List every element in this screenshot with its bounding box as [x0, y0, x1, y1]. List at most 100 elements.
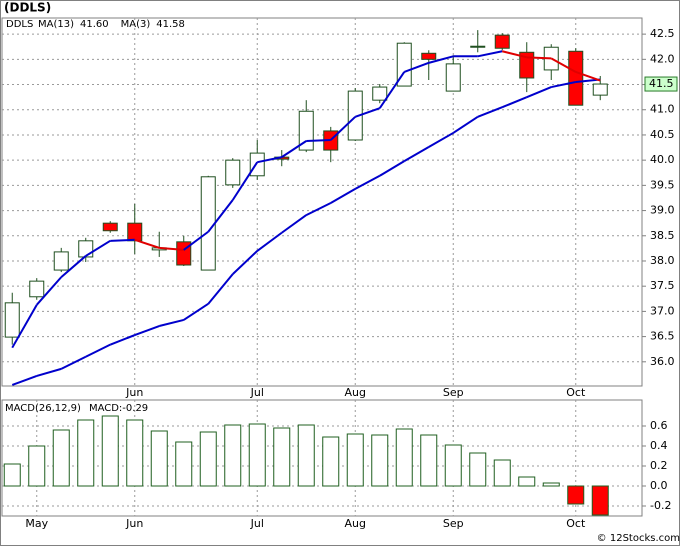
- macd-bar: [469, 452, 487, 487]
- ma-line: [134, 238, 160, 249]
- y-tick-label: 0.6: [650, 419, 668, 432]
- plot-frame: [1, 399, 643, 517]
- macd-bar: [444, 444, 462, 487]
- ma-line: [183, 302, 209, 321]
- ma-line: [306, 138, 331, 143]
- ma-line: [550, 57, 577, 73]
- last-price-box: [644, 76, 678, 92]
- ma-line: [403, 146, 430, 163]
- ma-line: [477, 50, 503, 58]
- legend-name: MA(3): [121, 19, 151, 30]
- x-tick-label: Jun: [125, 517, 143, 530]
- x-tick-label: Jul: [250, 386, 264, 399]
- x-tick-label: Aug: [345, 517, 366, 530]
- candle-body: [519, 51, 535, 79]
- candle-body: [445, 63, 461, 92]
- macd-bar: [273, 427, 291, 487]
- ma-line: [354, 174, 381, 190]
- x-tick-label: Sep: [443, 386, 464, 399]
- candle-body: [53, 251, 69, 271]
- ma-line: [36, 276, 62, 306]
- macd-bar: [224, 424, 242, 487]
- legend-value: 41.58: [156, 19, 185, 30]
- macd-bar: [126, 419, 144, 487]
- ma-line: [60, 255, 87, 278]
- candle-body: [568, 50, 584, 106]
- ma-line: [501, 96, 528, 109]
- legend-value: MACD:-0.29: [89, 403, 148, 414]
- candle-body: [421, 52, 437, 60]
- y-tick-label: -0.2: [650, 499, 671, 512]
- macd-bar: [420, 434, 438, 487]
- ma-line: [36, 367, 62, 377]
- candle-body: [102, 222, 118, 232]
- ma-line: [281, 140, 307, 158]
- y-tick-label: 41.0: [650, 103, 675, 116]
- last-price-label: 41.5: [649, 77, 674, 90]
- ma-line: [551, 81, 576, 89]
- macd-bar: [248, 423, 266, 487]
- y-tick-label: 36.5: [650, 330, 675, 343]
- macd-bar: [493, 459, 511, 487]
- ma-line: [452, 115, 479, 134]
- candle-body: [470, 45, 486, 48]
- macd-bar: [371, 434, 389, 487]
- ma-line: [134, 325, 160, 337]
- ma-line: [60, 355, 87, 370]
- ma-line: [207, 273, 234, 305]
- legend-value: 41.60: [80, 19, 109, 30]
- ma-line: [379, 160, 405, 177]
- ma-line: [305, 202, 332, 217]
- candle-body: [29, 280, 45, 298]
- y-tick-label: 37.5: [650, 279, 675, 292]
- ma-line: [231, 161, 259, 201]
- ma-line: [330, 188, 356, 204]
- y-tick-label: 0.0: [650, 479, 668, 492]
- macd-bar: [52, 429, 70, 487]
- candle-body: [78, 240, 94, 258]
- ma-line: [232, 250, 258, 275]
- y-tick-label: 0.4: [650, 439, 668, 452]
- credit: © 12Stocks.com: [597, 533, 680, 544]
- ma-line: [256, 231, 283, 252]
- macd-bar: [175, 441, 193, 487]
- ma-line: [110, 238, 135, 242]
- y-tick-label: 36.0: [650, 355, 675, 368]
- candle-body: [592, 83, 608, 96]
- macd-bar: [77, 419, 95, 487]
- ma-line: [354, 107, 381, 118]
- x-tick-label: Oct: [566, 517, 586, 530]
- candle-body: [4, 302, 20, 338]
- ma-line: [257, 156, 282, 164]
- y-tick-label: 39.0: [650, 204, 675, 217]
- y-tick-label: 40.5: [650, 128, 675, 141]
- candle-body: [372, 86, 388, 101]
- ma-line: [281, 214, 307, 234]
- y-tick-label: 40.0: [650, 153, 675, 166]
- candle-body: [494, 34, 510, 49]
- legend-name: MA(13): [38, 19, 74, 30]
- macd-bar: [542, 482, 560, 487]
- candle-body: [200, 176, 216, 271]
- y-tick-label: 42.0: [650, 52, 675, 65]
- macd-bar: [518, 476, 536, 487]
- ma-line: [502, 50, 527, 59]
- ma-line: [575, 70, 601, 82]
- ma-line: [85, 343, 111, 358]
- y-tick-label: 42.5: [650, 27, 675, 40]
- y-tick-label: 39.5: [650, 178, 675, 191]
- legend-symbol: DDLS: [6, 19, 33, 30]
- x-tick-label: Aug: [345, 386, 366, 399]
- ma-line: [183, 230, 209, 251]
- ma-line: [526, 86, 552, 99]
- x-tick-label: Jul: [250, 517, 264, 530]
- candle-body: [249, 152, 265, 177]
- ma-line: [85, 239, 111, 257]
- macd-bar: [346, 433, 364, 487]
- ma-line: [159, 246, 184, 251]
- macd-bar: [297, 424, 315, 487]
- macd-bar: [101, 415, 119, 487]
- ma-line: [526, 56, 552, 60]
- y-tick-label: 38.5: [650, 229, 675, 242]
